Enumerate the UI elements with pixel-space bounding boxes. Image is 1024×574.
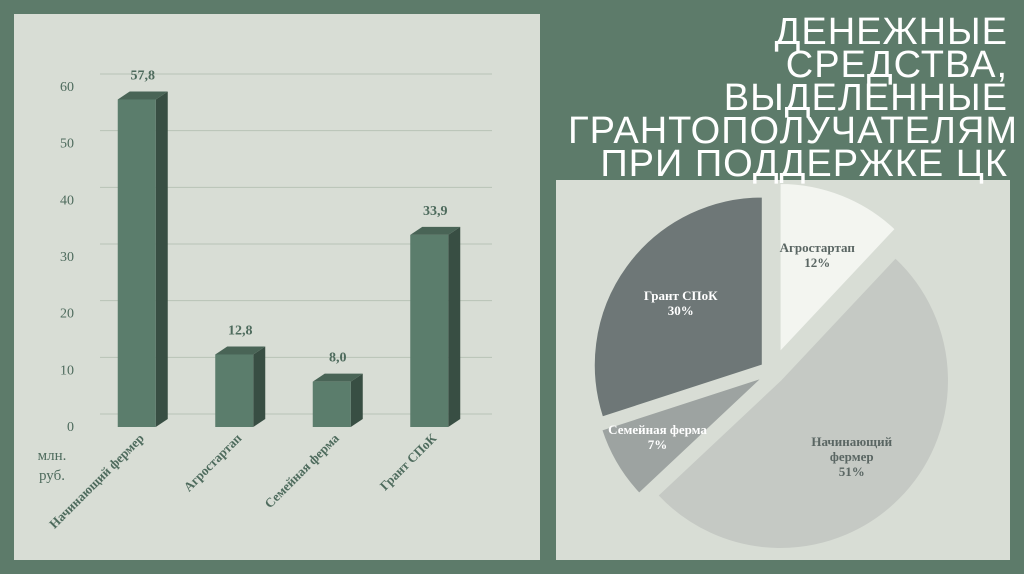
pie-slice — [601, 377, 763, 494]
bar — [410, 234, 449, 427]
pie-value-label: 12% — [804, 254, 831, 270]
bar-top — [312, 373, 363, 382]
bar-top — [215, 346, 266, 355]
bar-3d — [312, 373, 363, 427]
y-tick-label: 40 — [60, 193, 74, 208]
value-label: 33,9 — [423, 204, 448, 219]
bar-side — [350, 373, 363, 427]
y-tick-label: 10 — [60, 363, 74, 378]
bar-3d — [215, 346, 266, 427]
bar — [215, 354, 254, 427]
bar — [117, 99, 156, 427]
y-tick-label: 30 — [60, 250, 74, 265]
value-label: 12,8 — [228, 323, 253, 338]
bar-3d — [410, 226, 461, 427]
pie-label: Начинающий фермер 51% — [797, 434, 907, 479]
y-tick-label: 0 — [67, 420, 74, 435]
pie-value-label: 7% — [647, 436, 668, 452]
pie-slice — [593, 196, 763, 418]
y-tick-label: 60 — [60, 80, 74, 95]
pie-category: Агростартап — [779, 239, 855, 255]
x-tick-label: Семейная ферма — [261, 430, 342, 511]
x-tick-label: Грант СПоК — [377, 430, 440, 493]
bar-side — [448, 226, 461, 427]
pie-slice — [779, 183, 896, 353]
pie-category: Грант СПоК — [643, 287, 718, 303]
value-label: 57,8 — [131, 68, 156, 83]
pie-slice — [657, 257, 949, 549]
bar — [312, 381, 351, 427]
pie-label: Агростартап 12% — [762, 240, 872, 270]
pie-value-label: 51% — [838, 463, 865, 479]
pie-category: Начинающий фермер — [811, 433, 893, 464]
bar-3d — [117, 91, 168, 427]
y-tick-label: 50 — [60, 137, 74, 152]
value-label: 8,0 — [329, 351, 347, 366]
bar-top — [117, 91, 168, 100]
bar-top — [410, 226, 461, 235]
x-tick-label: Агростартап — [181, 430, 245, 494]
bar-side — [155, 91, 168, 427]
pie-label: Грант СПоК 30% — [626, 288, 736, 318]
pie-value-label: 30% — [667, 302, 694, 318]
pie-category: Семейная ферма — [608, 421, 707, 437]
pie-label: Семейная ферма 7% — [603, 422, 713, 452]
y-tick-label: 20 — [60, 307, 74, 322]
slide-title: ДЕНЕЖНЫЕ СРЕДСТВА, ВЫДЕЛЕННЫЕ ГРАНТОПОЛУ… — [568, 11, 1019, 185]
bar-side — [253, 346, 266, 427]
y-axis-label: млн. руб. — [37, 448, 67, 484]
